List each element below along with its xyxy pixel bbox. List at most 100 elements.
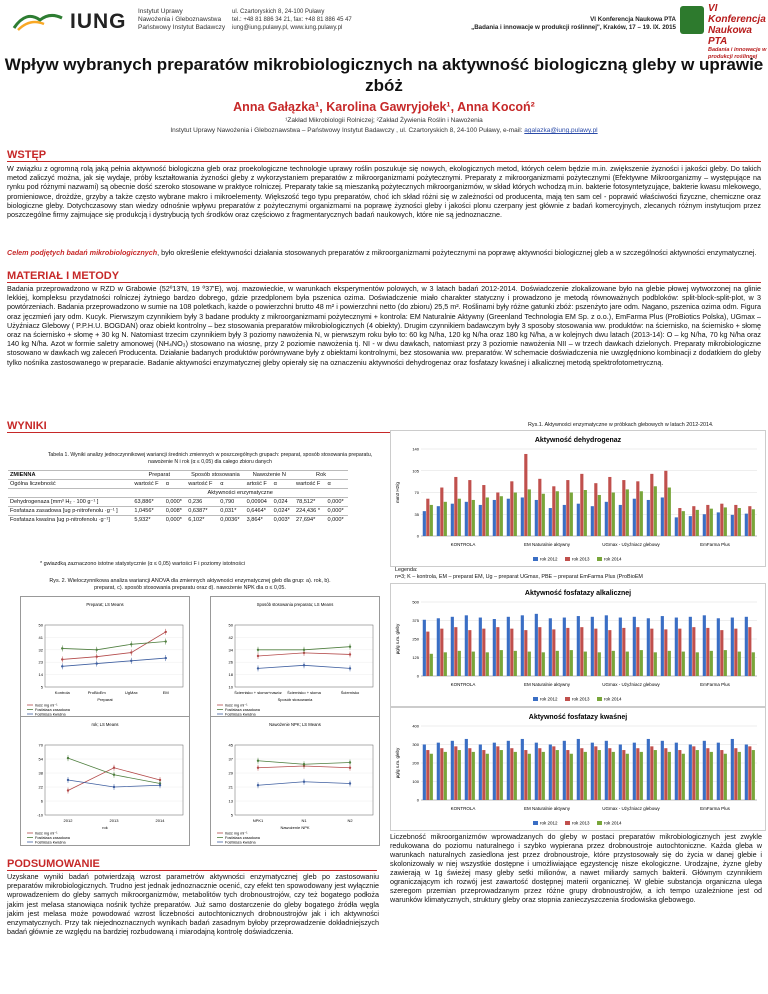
table-cell: 0,024 bbox=[271, 497, 295, 507]
bar bbox=[422, 511, 426, 536]
bar bbox=[548, 744, 552, 800]
data-point bbox=[256, 648, 260, 651]
bar bbox=[454, 627, 458, 676]
bar bbox=[468, 480, 472, 536]
bar bbox=[702, 740, 706, 800]
data-point bbox=[302, 651, 306, 655]
bar bbox=[723, 753, 727, 800]
bar bbox=[569, 650, 573, 676]
y-tick-label: 14 bbox=[39, 672, 44, 677]
bar bbox=[464, 738, 468, 800]
bar bbox=[709, 508, 713, 536]
bar bbox=[660, 740, 664, 800]
bar bbox=[632, 498, 636, 536]
bar bbox=[527, 651, 531, 676]
y-axis-label: µg/g s.m. gleby bbox=[395, 623, 400, 654]
bar bbox=[625, 753, 629, 800]
x-axis-label: Sposób stosowania bbox=[278, 697, 313, 702]
table-cell: 0,000* bbox=[163, 515, 187, 524]
chart-acid-phosphatase-svg: Aktywność fosfatazy kwaśnej µg/g s.m. gle… bbox=[395, 714, 757, 826]
table-cell: 0,000* bbox=[325, 497, 348, 507]
bar bbox=[737, 751, 741, 800]
bar bbox=[706, 748, 710, 800]
legend-label: rok 2012 bbox=[540, 821, 558, 826]
legend-label: rok 2014 bbox=[604, 821, 622, 826]
data-point bbox=[61, 658, 64, 661]
table-cell: 78,512* bbox=[294, 497, 326, 507]
bar bbox=[510, 748, 514, 800]
email-link[interactable]: agalazka@iung.pulawy.pl bbox=[524, 127, 598, 134]
bar bbox=[734, 628, 738, 676]
x-group-label: EM Naturalnie aktywny bbox=[524, 542, 571, 547]
x-axis-label: Preparat bbox=[97, 697, 113, 702]
bar bbox=[590, 616, 594, 676]
bar bbox=[426, 631, 430, 676]
bar bbox=[496, 492, 500, 536]
bar bbox=[646, 618, 650, 676]
bar bbox=[632, 616, 636, 676]
bar bbox=[513, 650, 517, 676]
y-tick-label: 70 bbox=[415, 490, 420, 495]
x-group-label: KONTROLA bbox=[451, 542, 476, 547]
y-tick-label: 300 bbox=[412, 742, 419, 747]
bar bbox=[450, 616, 454, 676]
bar bbox=[608, 748, 612, 800]
bar bbox=[734, 748, 738, 800]
bar bbox=[681, 753, 685, 800]
x-tick-label: Kontrola bbox=[55, 690, 71, 695]
bar bbox=[692, 506, 696, 536]
figure1-caption: Rys.1. Aktywności enzymatyczne w próbkac… bbox=[528, 422, 714, 428]
table-header-cell: Sposób stosowania bbox=[186, 470, 245, 480]
x-tick-label: N2 bbox=[347, 818, 353, 823]
table-header-row: ZMIENNA Preparat Sposób stosowania Nawoż… bbox=[8, 470, 348, 480]
table-cell: Fosfataza zasadowa [ug p-nitrofenolu ·g⁻… bbox=[8, 506, 133, 516]
bar bbox=[681, 511, 685, 536]
bar bbox=[566, 627, 570, 676]
bar bbox=[496, 627, 500, 676]
plot-frame bbox=[234, 744, 374, 816]
bar bbox=[555, 650, 559, 676]
bar bbox=[692, 746, 696, 800]
data-point bbox=[348, 667, 352, 670]
bar bbox=[604, 740, 608, 800]
bar bbox=[538, 478, 542, 536]
bar bbox=[485, 497, 489, 536]
bar bbox=[702, 514, 706, 536]
y-tick-label: 250 bbox=[412, 637, 419, 642]
bar bbox=[594, 746, 598, 800]
bar bbox=[541, 751, 545, 800]
x-tick-label: ProBioEm bbox=[88, 690, 107, 695]
x-tick-label: Ściernisko bbox=[341, 690, 360, 695]
data-point bbox=[95, 648, 98, 651]
table-row: Fosfataza zasadowa [ug p-nitrofenolu ·g⁻… bbox=[8, 506, 348, 516]
table-header-cell: α bbox=[163, 479, 187, 489]
data-point bbox=[66, 778, 70, 782]
data-point bbox=[66, 789, 70, 792]
y-tick-label: 200 bbox=[412, 761, 419, 766]
legend-swatch bbox=[565, 697, 570, 701]
x-tick-label: 2014 bbox=[156, 818, 166, 823]
poster-header: IUNG Instytut Uprawy Nawożenia i Glebozna… bbox=[0, 0, 768, 60]
bar bbox=[618, 504, 622, 536]
bar bbox=[650, 628, 654, 676]
poster-title: Wpływ wybranych preparatów mikrobiologic… bbox=[4, 55, 764, 95]
legend-label: Ilość mg ml⁻¹ bbox=[35, 704, 58, 708]
data-point bbox=[256, 667, 260, 670]
series-line bbox=[62, 657, 166, 667]
bar bbox=[608, 476, 612, 536]
bar bbox=[429, 653, 433, 676]
bar bbox=[492, 619, 496, 676]
conference-badge-icon bbox=[680, 6, 704, 34]
bar bbox=[709, 751, 713, 800]
y-tick-label: 38 bbox=[39, 771, 44, 776]
bar bbox=[485, 753, 489, 800]
bar bbox=[604, 615, 608, 676]
x-group-label: EmFarma Plus bbox=[700, 806, 731, 811]
bar bbox=[440, 487, 444, 536]
data-point bbox=[302, 648, 306, 651]
bar bbox=[422, 619, 426, 676]
y-tick-label: 29 bbox=[229, 771, 234, 776]
bar bbox=[499, 496, 503, 536]
bar bbox=[611, 492, 615, 536]
section-heading-intro: WSTĘP bbox=[7, 149, 761, 162]
